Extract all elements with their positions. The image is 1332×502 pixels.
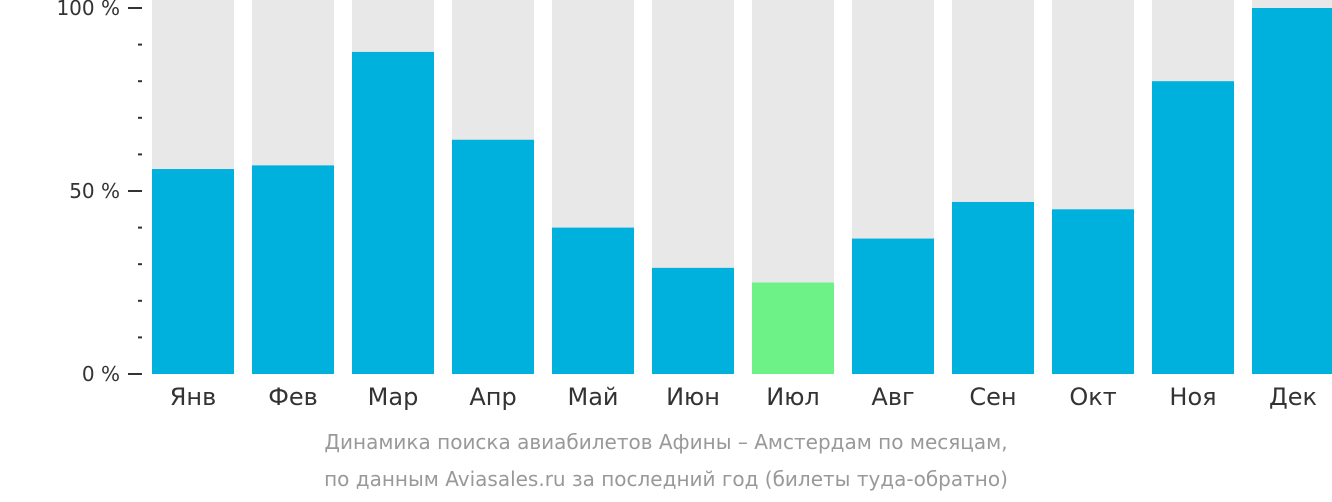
chart-caption-line-2: по данным Aviasales.ru за последний год …: [324, 467, 1008, 491]
x-tick-label: Ноя: [1169, 383, 1216, 411]
x-tick-label: Фев: [268, 383, 318, 411]
bar: [652, 267, 734, 374]
x-tick-label: Мар: [368, 383, 419, 411]
bar: [552, 227, 634, 374]
x-tick-label: Дек: [1269, 383, 1317, 411]
x-tick-label: Янв: [170, 383, 217, 411]
bar: [1152, 81, 1234, 374]
bar: [152, 169, 234, 374]
bar: [1252, 8, 1332, 374]
x-tick-label: Сен: [969, 383, 1016, 411]
x-tick-label: Май: [567, 383, 618, 411]
x-tick-label: Июл: [766, 383, 820, 411]
bar: [752, 282, 834, 374]
y-tick-label: 50 %: [69, 179, 120, 203]
x-axis-labels: Янв Фев Мар Апр Май Июн Июл Авг Сен Окт Ноя Дек: [170, 383, 1317, 411]
bar: [352, 51, 434, 375]
x-tick-label: Июн: [666, 383, 720, 411]
bar: [952, 201, 1034, 374]
x-tick-label: Окт: [1069, 383, 1116, 411]
y-tick-label: 0 %: [82, 362, 120, 386]
bar: [852, 238, 934, 374]
x-tick-label: Авг: [871, 383, 914, 411]
bar-layer: [152, 8, 1332, 375]
y-axis: 0 % 50 % 100 %: [56, 0, 142, 386]
bar: [1052, 209, 1134, 374]
y-tick-label: 100 %: [56, 0, 120, 20]
x-tick-label: Апр: [469, 383, 516, 411]
bar: [452, 139, 534, 374]
chart-caption-line-1: Динамика поиска авиабилетов Афины – Амст…: [324, 430, 1008, 454]
bar: [252, 165, 334, 374]
